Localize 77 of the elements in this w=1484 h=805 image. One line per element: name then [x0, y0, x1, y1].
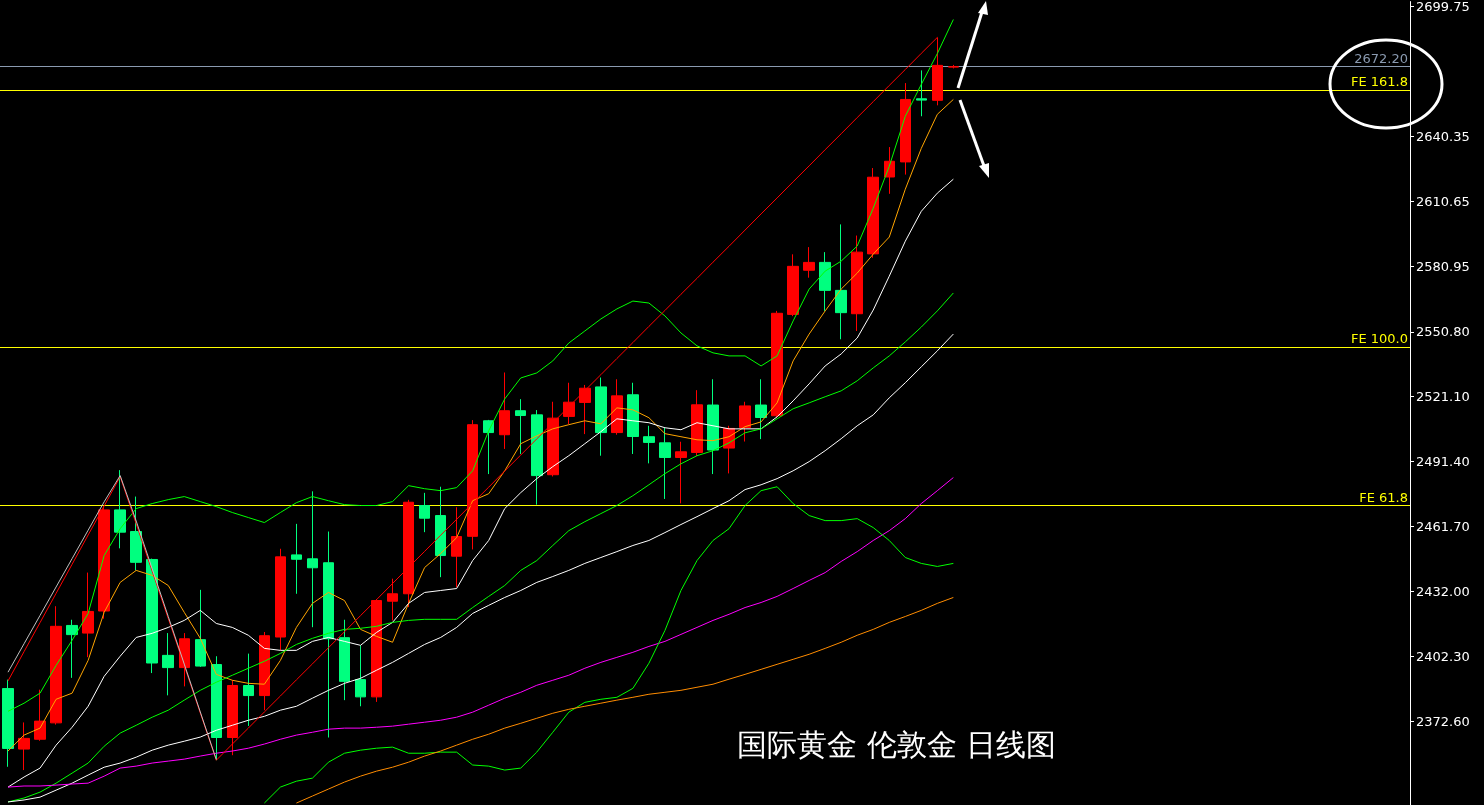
candlestick — [467, 419, 478, 550]
candlestick — [275, 548, 286, 651]
candlestick — [2, 679, 14, 768]
candlestick — [50, 605, 62, 726]
candlestick — [867, 167, 879, 259]
candlestick — [307, 490, 318, 628]
candlestick — [114, 469, 126, 549]
candlestick — [195, 589, 206, 668]
candlestick — [611, 378, 623, 436]
line-series — [7, 178, 954, 788]
candlestick — [227, 679, 238, 756]
candlestick — [595, 377, 607, 457]
y-tick-label: 2402.30 — [1416, 648, 1470, 664]
candlestick — [739, 401, 751, 443]
text: 国际黄金 伦敦金 日线图 — [737, 726, 1057, 762]
candlestick — [419, 492, 430, 533]
ref-line-label: 2672.20 — [1354, 50, 1408, 66]
y-tick-label: 2521.10 — [1416, 389, 1470, 405]
candlestick — [82, 572, 94, 658]
candlestick — [579, 384, 591, 435]
candlestick — [371, 598, 382, 703]
y-tick-label: 2580.95 — [1416, 258, 1470, 274]
ref-line-label: FE 161.8 — [1350, 74, 1408, 90]
candlestick — [355, 644, 366, 707]
candlestick — [323, 531, 334, 738]
candlestick — [803, 246, 815, 279]
candlestick — [259, 631, 270, 711]
candlestick — [66, 619, 78, 679]
candlestick — [755, 378, 767, 440]
candlestick — [98, 505, 110, 620]
y-tick-label: 2699.75 — [1416, 0, 1470, 14]
candlestick — [243, 653, 254, 727]
line-series — [295, 596, 954, 804]
line-series — [7, 475, 217, 761]
candlestick — [499, 371, 510, 450]
candlestick — [387, 578, 398, 621]
candlestick — [515, 398, 526, 455]
candlestick — [339, 619, 350, 701]
y-tick-label: 2432.00 — [1416, 583, 1470, 599]
candlestick — [643, 425, 655, 464]
candlestick — [18, 721, 30, 771]
candlestick — [691, 389, 703, 457]
candlestick — [291, 523, 302, 595]
candlestick — [851, 235, 863, 332]
candlestick — [900, 82, 911, 176]
y-tick-label: 2491.40 — [1416, 454, 1470, 470]
candlestick — [146, 558, 158, 674]
candlestick — [819, 251, 831, 312]
y-tick-label: 2610.65 — [1416, 193, 1470, 209]
candlestick — [162, 632, 174, 696]
candlestick — [451, 506, 462, 588]
y-tick-label: 2461.70 — [1416, 518, 1470, 534]
candlestick — [659, 427, 671, 500]
candlestick — [771, 310, 783, 419]
candlestick — [787, 253, 799, 317]
candlestick — [435, 486, 446, 578]
candlestick — [707, 378, 719, 475]
line-series — [7, 477, 954, 788]
y-tick-label: 2640.35 — [1416, 128, 1470, 144]
y-tick-label: 2372.60 — [1416, 713, 1470, 729]
ref-line-label: FE 100.0 — [1350, 330, 1408, 346]
y-tick-label: 2550.80 — [1416, 324, 1470, 340]
candlestick — [403, 499, 414, 608]
candlestick — [179, 632, 190, 687]
candlestick — [34, 689, 46, 742]
candlestick — [130, 496, 142, 571]
candlestick — [916, 69, 927, 117]
candlestick — [627, 382, 639, 455]
candlestick — [835, 223, 847, 340]
candlestick — [547, 401, 559, 477]
line-series — [263, 486, 954, 804]
candlestick — [948, 64, 959, 69]
candlestick — [531, 409, 543, 506]
candlestick — [211, 655, 222, 761]
candlestick — [563, 382, 575, 425]
candlestick — [675, 441, 687, 504]
ref-line-label: FE 61.8 — [1359, 489, 1408, 505]
